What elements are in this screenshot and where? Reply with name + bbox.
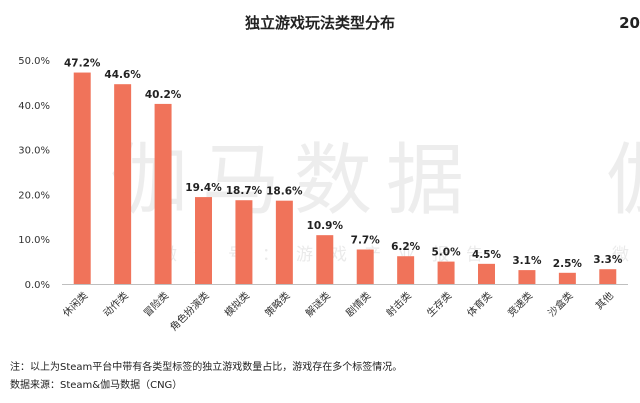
bar — [235, 200, 253, 284]
watermark-edge-small: 微 — [612, 245, 629, 265]
x-tick-label: 体育类 — [464, 289, 494, 319]
x-tick-label: 休闲类 — [60, 289, 90, 319]
y-tick-label: 40.0% — [18, 101, 50, 112]
x-tick-label: 竞速类 — [505, 289, 535, 319]
bar — [275, 200, 293, 284]
watermark-edge: 伽 — [606, 118, 640, 230]
bar — [518, 270, 536, 284]
bar — [154, 103, 172, 285]
x-tick-label: 剧情类 — [343, 289, 373, 319]
data-label: 5.0% — [432, 247, 462, 259]
x-tick-label: 模拟类 — [222, 289, 252, 319]
footnote: 注：以上为Steam平台中带有各类型标签的独立游戏数量占比，游戏存在多个标签情况… — [10, 362, 403, 373]
y-tick-label: 50.0% — [18, 56, 50, 67]
data-labels: 47.2%44.6% 40.2% 19.4% 18.7% 18.6% 10.9% 7.7% 6… — [64, 58, 623, 270]
bar — [114, 84, 132, 284]
source-note: 数据来源：Steam&伽马数据（CNG） — [10, 380, 183, 391]
x-tick-label: 生存类 — [424, 289, 454, 319]
y-tick-label: 10.0% — [18, 235, 50, 246]
data-label: 3.3% — [593, 254, 623, 266]
bar — [195, 197, 212, 284]
bar — [599, 269, 617, 284]
bar — [397, 256, 415, 284]
data-label: 7.7% — [351, 235, 381, 247]
data-label: 4.5% — [472, 249, 502, 261]
x-tick-label: 射击类 — [383, 289, 413, 319]
cropped-year-text: 20 — [619, 14, 640, 32]
bar — [356, 249, 374, 284]
x-tick-label: 冒险类 — [141, 289, 171, 319]
x-tick-label: 角色扮演类 — [167, 289, 212, 334]
data-label: 2.5% — [553, 258, 583, 270]
bar — [558, 272, 576, 284]
bar — [316, 235, 334, 284]
y-axis: 0.0% 10.0% 20.0% 30.0% 40.0% 50.0% — [18, 56, 50, 291]
y-tick-label: 0.0% — [25, 280, 50, 291]
data-label: 6.2% — [391, 241, 421, 253]
y-tick-label: 20.0% — [18, 190, 50, 201]
data-label: 10.9% — [307, 220, 344, 232]
x-tick-label: 动作类 — [100, 289, 130, 319]
x-tick-label: 其他 — [593, 289, 616, 312]
data-label: 3.1% — [512, 255, 542, 267]
data-label: 19.4% — [185, 182, 222, 194]
bar — [437, 261, 455, 284]
x-tick-label: 解谜类 — [303, 289, 333, 319]
bar — [73, 72, 91, 284]
y-tick-label: 30.0% — [18, 146, 50, 157]
data-label: 18.6% — [266, 186, 303, 198]
data-label: 18.7% — [226, 185, 263, 197]
data-label: 44.6% — [104, 69, 141, 81]
bars — [73, 72, 617, 285]
data-label: 47.2% — [64, 58, 101, 70]
x-tick-label: 策略类 — [262, 289, 292, 319]
bar — [478, 263, 495, 284]
x-tick-label: 沙盒类 — [545, 289, 575, 319]
data-label: 40.2% — [145, 89, 182, 101]
chart-title: 独立游戏玩法类型分布 — [244, 14, 395, 32]
